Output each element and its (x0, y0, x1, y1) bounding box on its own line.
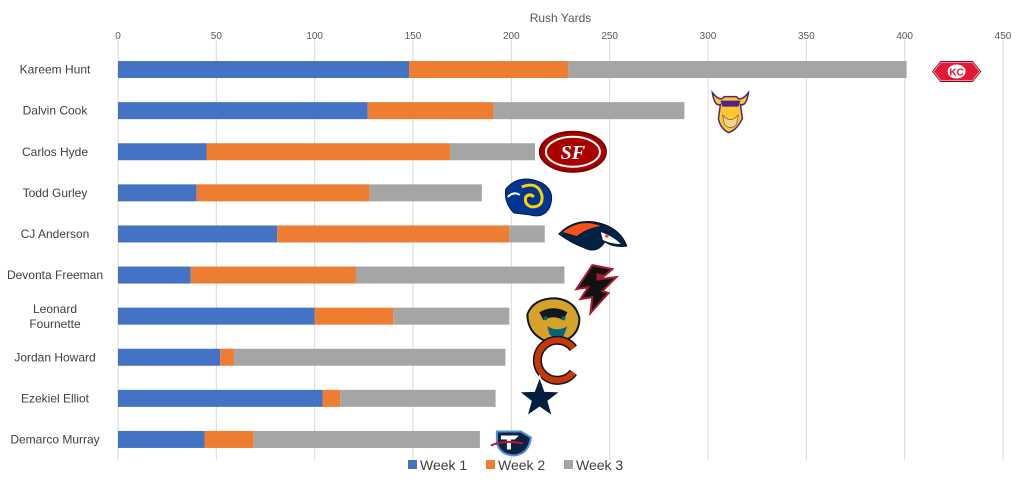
bar-segment-week-3 (393, 307, 510, 325)
x-tick-label: 300 (700, 31, 717, 42)
category-label: Todd Gurley (23, 186, 88, 200)
bar-segment-week-1 (118, 348, 221, 366)
bar-segment-week-1 (118, 102, 368, 120)
vikings-logo-icon (711, 89, 750, 134)
chiefs-logo-icon: KC (931, 60, 982, 83)
category-labels: Kareem Hunt Dalvin Cook Carlos Hyde Todd Gu… (7, 63, 103, 447)
bar-segment-week-2 (204, 430, 254, 448)
bar-segment-week-2 (277, 225, 510, 243)
bar-segment-week-2 (206, 143, 451, 161)
bar-segment-week-1 (118, 307, 315, 325)
category-label: Leonard Fournette (29, 302, 81, 331)
bar-segment-week-1 (118, 225, 278, 243)
category-label: Devonta Freeman (7, 268, 103, 282)
bar-segment-week-2 (190, 266, 356, 284)
bar-segment-week-1 (118, 389, 323, 407)
svg-text:SF: SF (561, 142, 586, 164)
bar-segment-week-3 (568, 61, 907, 79)
category-label: Ezekiel Elliot (21, 391, 90, 405)
bar-segment-week-1 (118, 61, 410, 79)
legend-swatch (564, 460, 573, 469)
bar-segment-week-3 (450, 143, 535, 161)
x-tick-labels: 0 50 100 150 200 250 300 350 400 450 (115, 31, 1012, 42)
category-label: CJ Anderson (21, 227, 90, 241)
titans-logo-icon (490, 430, 532, 457)
legend-swatch (408, 460, 417, 469)
bar-segment-week-3 (234, 348, 506, 366)
x-tick-label: 0 (115, 31, 121, 42)
bar-segment-week-2 (196, 184, 370, 202)
category-label: Carlos Hyde (22, 145, 88, 159)
bar-segment-week-2 (409, 61, 569, 79)
cowboys-logo-icon (516, 374, 563, 418)
bar-segment-week-3 (340, 389, 496, 407)
falcons-logo-icon (574, 263, 620, 317)
x-tick-label: 150 (405, 31, 422, 42)
legend: Week 1 Week 2 Week 3 (408, 457, 623, 473)
svg-text:KC: KC (949, 68, 963, 79)
bar-segment-week-2 (367, 102, 494, 120)
bar-segment-week-1 (118, 184, 197, 202)
bar-segment-week-1 (118, 143, 207, 161)
49ers-logo-icon: SF (538, 130, 607, 173)
bar-segment-week-2 (322, 389, 341, 407)
bar-segment-week-3 (493, 102, 685, 120)
rams-logo-icon (504, 178, 553, 217)
category-label: Kareem Hunt (20, 63, 91, 77)
x-tick-label: 400 (896, 31, 913, 42)
broncos-logo-icon (558, 221, 628, 251)
x-axis-title: Rush Yards (530, 11, 592, 25)
x-tick-label: 100 (306, 31, 323, 42)
team-logos: KC SF (490, 60, 982, 457)
bar-segment-week-2 (314, 307, 394, 325)
legend-label: Week 2 (498, 457, 545, 473)
legend-label: Week 1 (420, 457, 467, 473)
bar-segment-week-2 (220, 348, 235, 366)
jaguars-logo-icon (526, 297, 581, 344)
x-tick-label: 50 (211, 31, 223, 42)
bar-segment-week-3 (369, 184, 482, 202)
category-label: Dalvin Cook (23, 104, 89, 118)
legend-swatch (486, 460, 495, 469)
bears-logo-icon (532, 335, 577, 385)
bar-segment-week-3 (253, 430, 480, 448)
category-label: Demarco Murray (10, 432, 99, 446)
x-tick-label: 350 (798, 31, 815, 42)
x-tick-label: 250 (601, 31, 618, 42)
bars (118, 61, 907, 448)
x-tick-label: 450 (995, 31, 1012, 42)
bar-segment-week-3 (509, 225, 545, 243)
bar-segment-week-1 (118, 430, 205, 448)
legend-label: Week 3 (576, 457, 623, 473)
category-label: Jordan Howard (14, 350, 95, 364)
x-tick-label: 200 (503, 31, 520, 42)
bar-segment-week-3 (355, 266, 565, 284)
bar-segment-week-1 (118, 266, 191, 284)
